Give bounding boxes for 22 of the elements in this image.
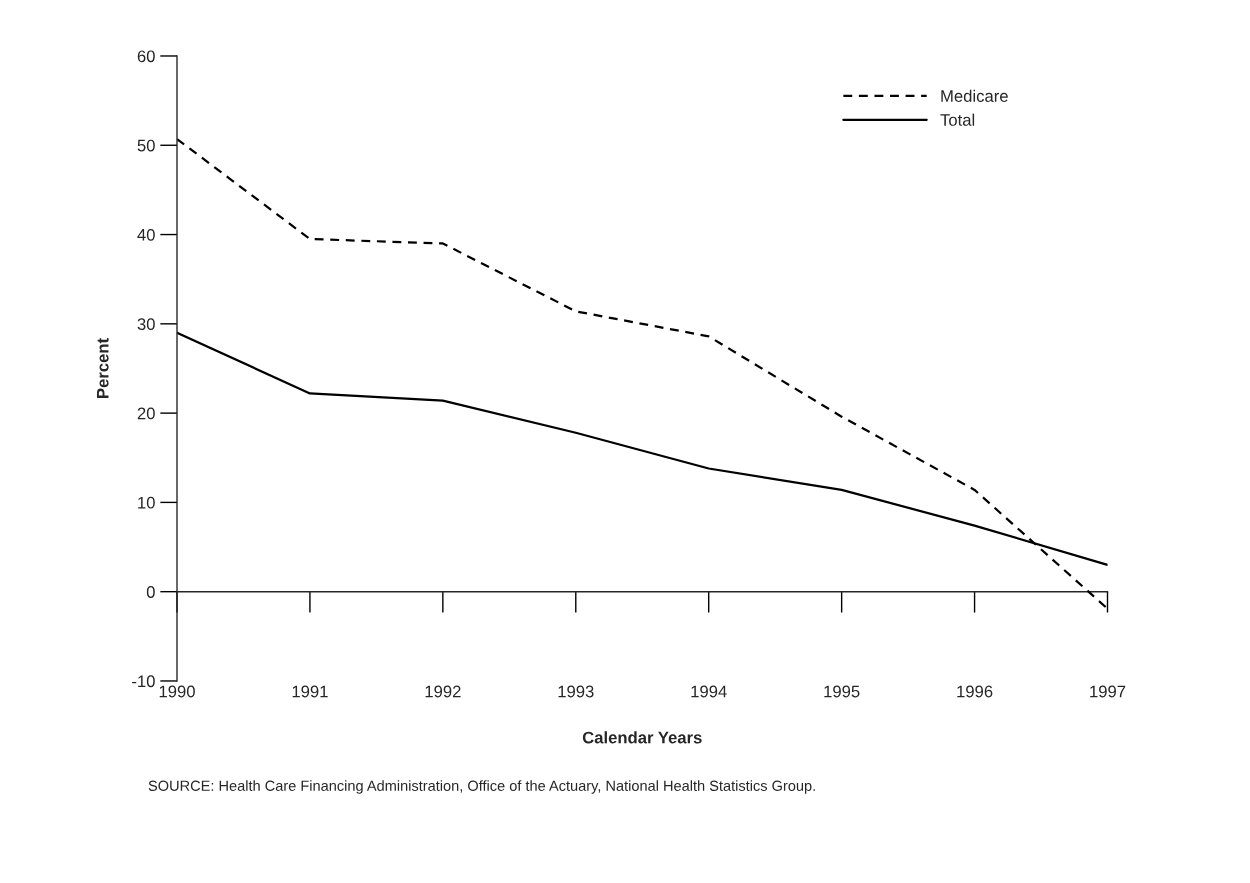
line-series xyxy=(177,137,1108,610)
x-tick-label: 1996 xyxy=(957,685,993,698)
y-tick-label: -10 xyxy=(132,675,155,688)
y-tick-label: 0 xyxy=(146,586,155,598)
y-tick-label: 10 xyxy=(138,496,155,509)
x-tick-label: 1995 xyxy=(824,685,860,698)
x-tick-label: 1997 xyxy=(1090,685,1126,698)
y-tick-label: 60 xyxy=(137,50,155,63)
x-tick-label: 1992 xyxy=(425,685,461,698)
source-note: SOURCE: Health Care Financing Administration, Office of the Actuary, National Health Statistics Group. xyxy=(148,780,815,794)
x-tick-label: 1991 xyxy=(292,685,328,698)
y-tick-label: 50 xyxy=(137,139,155,152)
legend-label: Medicare xyxy=(941,89,1008,102)
x-tick-label: 1990 xyxy=(159,685,195,698)
y-axis-title: Percent xyxy=(97,338,109,398)
y-tick-label: 30 xyxy=(137,318,155,331)
legend-label: Total xyxy=(940,113,975,126)
x-axis-title: Calendar Years xyxy=(582,731,702,744)
x-tick-label: 1994 xyxy=(691,685,727,698)
y-tick-label: 20 xyxy=(137,407,155,420)
y-tick-label: 40 xyxy=(137,228,155,241)
x-tick-label: 1993 xyxy=(558,685,594,698)
